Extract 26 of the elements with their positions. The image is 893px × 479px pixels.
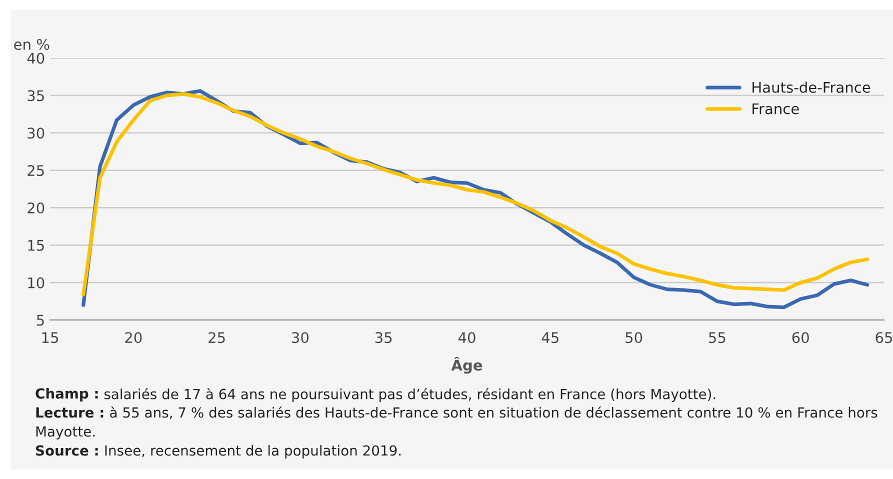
y-axis-title: en % [14,38,50,50]
x-tick-label: 45 [542,332,558,344]
y-tick-label: 10 [28,277,44,288]
x-tick-label: 65 [876,332,892,344]
legend-label: France [752,103,799,114]
y-tick-label: 15 [28,240,44,251]
x-tick-label: 40 [458,332,476,344]
x-axis-title: Âge [451,357,482,374]
text: Lecture : à 55 ans, 7 % des salariés des Hauts-de-France sont en situation de déclassement contre 10 % en France hors Mayotte. [36,406,878,440]
legend-label: Hauts-de-France [752,82,870,93]
x-tick-label: 20 [125,332,142,344]
x-tick-label: 50 [626,332,642,344]
x-tick-label: 55 [709,332,726,344]
y-tick-label: 20 [28,202,44,214]
x-tick-label: 15 [42,332,58,344]
x-tick-label: 25 [208,332,225,344]
y-tick-label: 40 [27,52,44,64]
y-tick-label: 30 [28,128,44,139]
text: Champ : salariés de 17 à 64 ans ne poursuivant pas d’études, résidant en France (hors Mayotte). [36,388,716,402]
y-tick-label: 5 [36,314,44,326]
x-tick-label: 60 [792,332,809,344]
x-tick-label: 30 [292,332,309,344]
y-tick-label: 25 [28,165,44,176]
source-note: Source : Insee, recensement de la population 2019. [36,445,401,458]
x-tick-label: 35 [375,332,392,344]
y-tick-label: 35 [28,90,44,102]
